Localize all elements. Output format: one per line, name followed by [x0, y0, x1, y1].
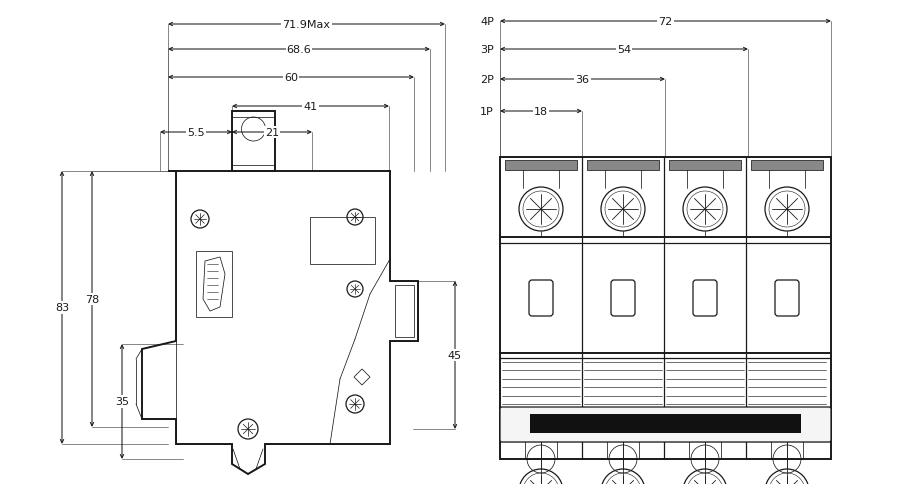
Text: 21: 21 [265, 128, 279, 138]
Text: 4P: 4P [480, 17, 494, 27]
Polygon shape [587, 161, 659, 171]
Text: 3P: 3P [481, 45, 494, 55]
Text: 78: 78 [85, 294, 99, 304]
Text: 36: 36 [575, 75, 590, 85]
Text: 35: 35 [115, 397, 129, 407]
Text: 45: 45 [448, 350, 462, 360]
Polygon shape [669, 161, 741, 171]
Text: 5.5: 5.5 [187, 128, 205, 138]
Text: 1P: 1P [481, 107, 494, 117]
Text: 2P: 2P [480, 75, 494, 85]
Text: 72: 72 [659, 17, 672, 27]
Text: 60: 60 [284, 73, 298, 83]
Bar [530, 414, 801, 433]
Text: 18: 18 [534, 107, 548, 117]
Text: 54: 54 [616, 45, 631, 55]
FancyBboxPatch shape [500, 407, 831, 442]
Polygon shape [751, 161, 823, 171]
Text: 68.6: 68.6 [286, 45, 311, 55]
Text: 71.9Max: 71.9Max [283, 20, 330, 30]
Text: 83: 83 [55, 303, 69, 313]
Text: 41: 41 [303, 102, 318, 112]
Polygon shape [505, 161, 577, 171]
